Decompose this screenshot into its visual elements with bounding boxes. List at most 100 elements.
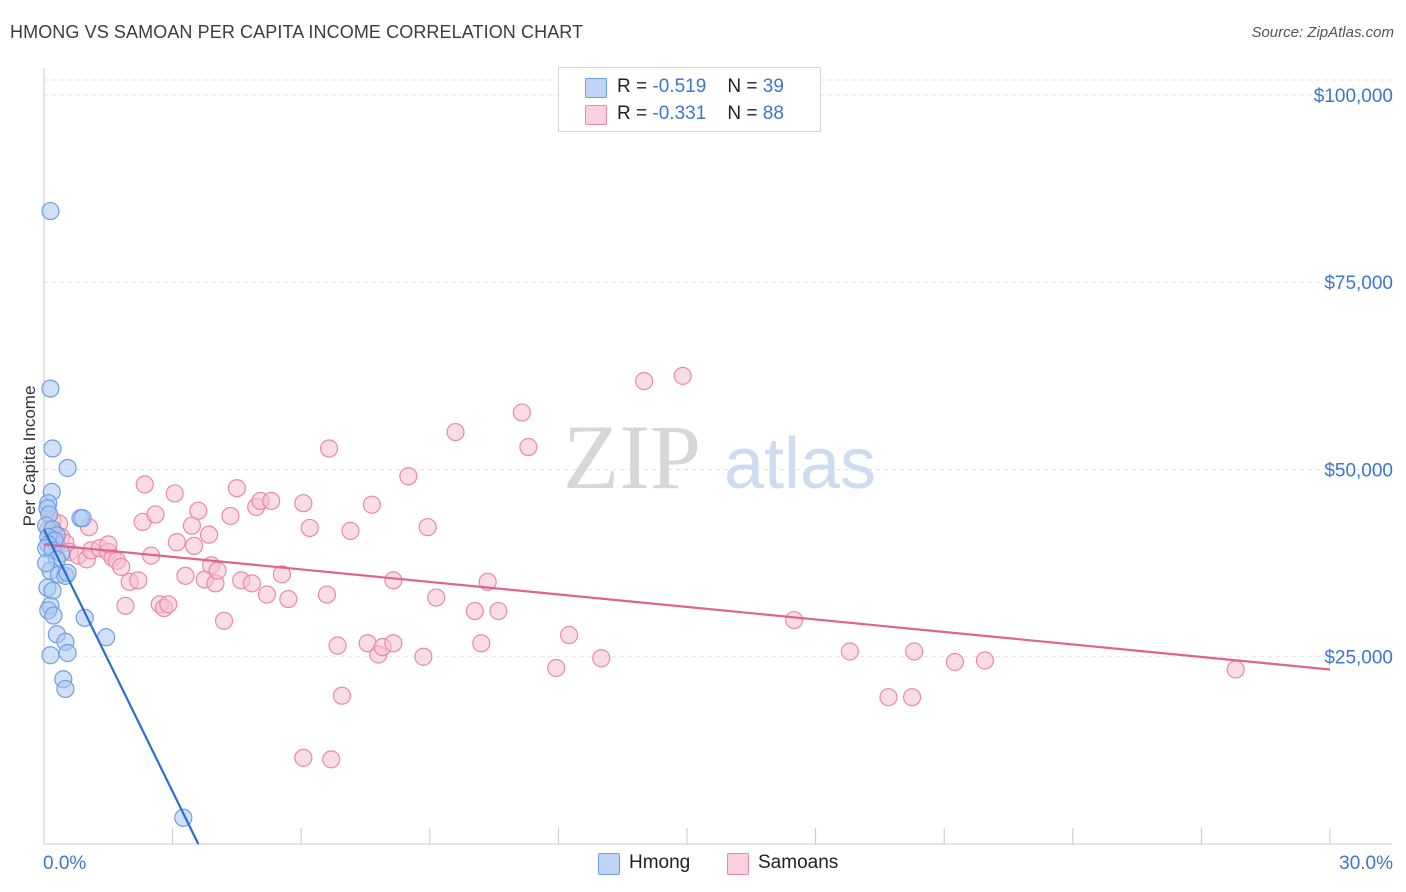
samoan-point [519, 437, 538, 457]
legend-hmong-text: R = -0.519 N = 39 [617, 76, 784, 98]
axis-labels: $25,000 $50,000 $75,000 $100,000 0.0% 30.0% Pe… [20, 86, 1393, 874]
samoan-point [294, 748, 313, 767]
samoan-point [167, 533, 186, 552]
watermark-zip: ZIP [563, 406, 701, 508]
hmong-point [44, 606, 63, 625]
hmong-point [41, 201, 60, 221]
samoan-point [384, 634, 403, 653]
hmong-points [37, 201, 193, 827]
samoan-point [242, 574, 262, 593]
samoan-point [414, 647, 433, 666]
hmong-point [41, 646, 60, 665]
samoan-point [362, 495, 382, 514]
hmong-point [58, 458, 77, 478]
samoan-point [840, 642, 859, 661]
y-tick-label: $50,000 [1324, 460, 1393, 481]
samoan-point [384, 571, 403, 590]
x-tick-label: 0.0% [43, 853, 86, 874]
samoan-point [208, 561, 227, 580]
legend-samoans-n-value: 88 [762, 103, 784, 124]
watermark-atlas: atlas [724, 424, 876, 504]
samoan-point [673, 366, 692, 385]
samoan-point [635, 372, 654, 391]
samoan-point [214, 611, 234, 630]
samoan-point [99, 535, 118, 554]
axis-layer [43, 68, 1392, 845]
legend-hmong-n-label: N = [727, 76, 758, 97]
samoan-point [159, 595, 178, 614]
hmong-trend-line [43, 528, 200, 845]
bottom-hmong-label: Hmong [629, 852, 691, 873]
hmong-point [58, 643, 77, 663]
samoan-point [332, 686, 352, 705]
samoan-point [221, 506, 240, 526]
y-axis-title: Per Capita Income [20, 386, 39, 527]
samoan-point [902, 688, 922, 707]
y-tick-label: $25,000 [1324, 648, 1393, 669]
samoan-point [547, 658, 566, 678]
samoan-point [184, 536, 204, 555]
samoan-point [227, 479, 246, 498]
samoan-point [905, 642, 924, 661]
samoan-point [560, 625, 579, 645]
samoan-point [257, 585, 277, 604]
legend-samoans-r-value: -0.331 [652, 103, 707, 124]
samoan-point [319, 439, 339, 458]
samoan-trend-line [43, 543, 1331, 671]
samoan-point [189, 501, 208, 520]
samoan-point [975, 651, 995, 670]
samoan-point [176, 566, 195, 585]
samoan-point [328, 636, 347, 655]
x-tick-label: 30.0% [1339, 853, 1393, 874]
samoan-point [199, 525, 219, 544]
legend-hmong-n-value: 39 [762, 76, 784, 97]
samoan-point [1226, 660, 1245, 679]
legend-hmong-r-value: -0.519 [652, 76, 707, 97]
samoan-point [294, 494, 313, 513]
samoan-point [322, 750, 341, 769]
samoan-point [512, 403, 532, 422]
samoans-swatch [585, 105, 607, 125]
hmong-point [56, 679, 75, 699]
hmong-point [43, 581, 62, 600]
source-credit: Source: ZipAtlas.com [1251, 24, 1394, 41]
samoan-point [135, 475, 154, 494]
bottom-hmong-swatch [598, 853, 620, 875]
samoan-point [165, 484, 184, 503]
samoan-point [446, 422, 465, 442]
samoan-point [489, 601, 508, 621]
samoan-point [262, 491, 281, 511]
samoan-point [399, 467, 418, 486]
samoan-point [945, 652, 965, 672]
samoan-point [317, 585, 337, 604]
hmong-point [37, 554, 56, 573]
legend-hmong-r-label: R = [617, 76, 648, 97]
samoan-point [465, 601, 484, 621]
hmong-point [73, 509, 92, 528]
samoan-point [418, 518, 437, 537]
bottom-samoans-swatch [727, 853, 749, 875]
samoan-point [472, 634, 491, 653]
samoan-point [112, 557, 131, 576]
legend-samoans-text: R = -0.331 N = 88 [617, 103, 784, 125]
samoan-point [785, 610, 804, 630]
samoan-point [146, 505, 165, 524]
samoan-point [341, 521, 360, 541]
legend-samoans-n-label: N = [727, 103, 758, 124]
samoan-point [182, 516, 201, 535]
samoan-point [879, 688, 898, 707]
watermark: ZIP atlas [563, 406, 876, 508]
chart-title: HMONG VS SAMOAN PER CAPITA INCOME CORREL… [10, 22, 584, 42]
stats-legend: R = -0.519 N = 39 R = -0.331 N = 88 [558, 67, 821, 132]
hmong-point [43, 439, 62, 458]
y-tick-label: $75,000 [1324, 273, 1393, 294]
samoan-point [592, 649, 611, 668]
samoan-point [272, 565, 292, 584]
y-tick-label: $100,000 [1314, 86, 1393, 107]
trend-lines [43, 528, 1331, 845]
samoan-point [116, 596, 135, 615]
bottom-samoans-label: Samoans [758, 852, 839, 873]
legend-samoans-r-label: R = [617, 103, 648, 124]
samoan-point [129, 571, 148, 590]
